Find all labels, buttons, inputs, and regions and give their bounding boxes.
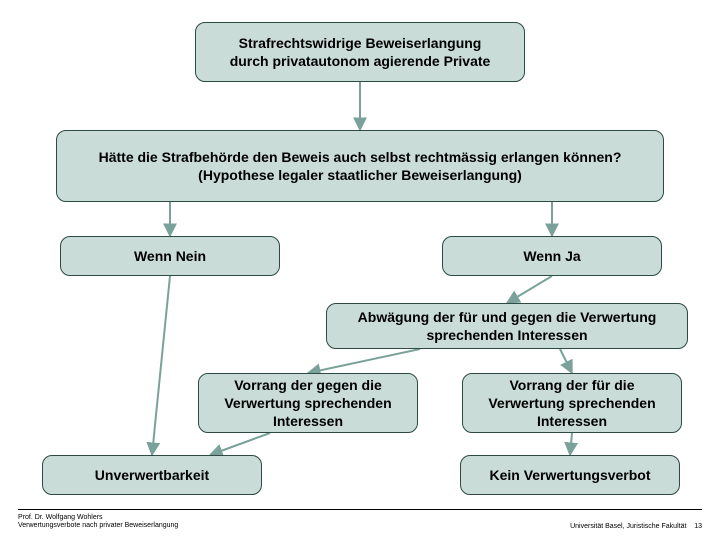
footer-right: Universität Basel, Juristische Fakultät … — [570, 523, 702, 530]
footer-rule — [18, 509, 702, 510]
node-hypothesis: Hätte die Strafbehörde den Beweis auch s… — [56, 130, 664, 202]
node-when-no: Wenn Nein — [60, 236, 280, 276]
node-root: Strafrechtswidrige Beweiserlangungdurch … — [195, 22, 525, 82]
footer-author: Prof. Dr. Wolfgang Wohlers — [18, 514, 103, 521]
footer-page: 13 — [694, 523, 702, 530]
footer-university: Universität Basel, Juristische Fakultät — [570, 523, 686, 530]
node-for-use: Vorrang der für die Verwertung sprechend… — [462, 373, 682, 433]
node-balancing: Abwägung der für und gegen die Verwertun… — [326, 303, 688, 349]
footer-left: Prof. Dr. Wolfgang Wohlers Verwertungsve… — [18, 514, 178, 530]
footer-subtitle: Verwertungsverbote nach privater Beweise… — [18, 522, 178, 529]
node-when-yes: Wenn Ja — [442, 236, 662, 276]
node-against-use: Vorrang der gegen die Verwertung spreche… — [198, 373, 418, 433]
node-no-ban: Kein Verwertungsverbot — [460, 455, 680, 495]
node-inadmissible: Unverwertbarkeit — [42, 455, 262, 495]
